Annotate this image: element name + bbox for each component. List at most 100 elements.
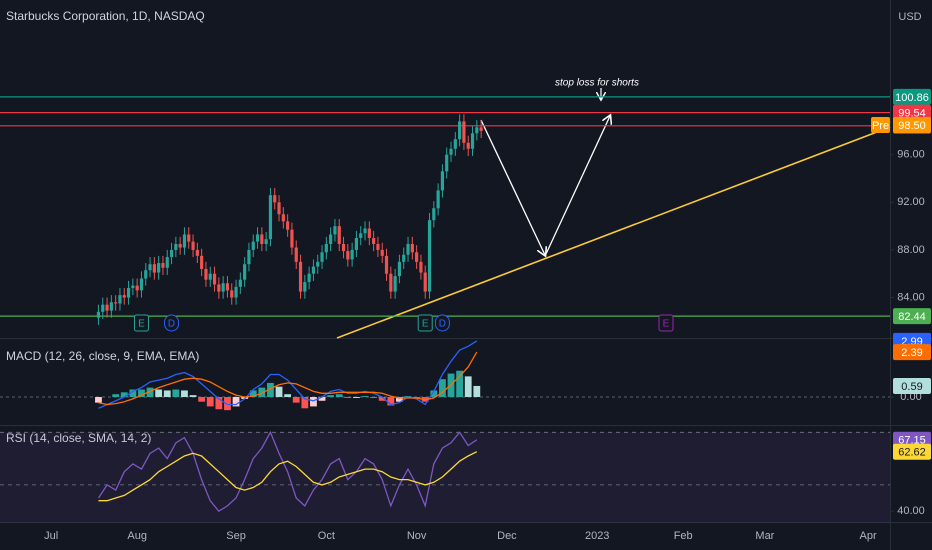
candle-body	[96, 311, 101, 318]
candle-body	[333, 226, 337, 235]
histogram-bar	[129, 389, 137, 398]
candle-body	[311, 266, 316, 274]
histogram-bar	[95, 397, 102, 403]
last-value-label: 0.59	[901, 381, 922, 393]
candle-body	[436, 190, 440, 209]
candle-body	[449, 148, 453, 155]
x-tick-label: Aug	[127, 530, 147, 542]
candle-body	[178, 243, 182, 248]
histogram-bar	[155, 389, 163, 398]
candle-body	[101, 304, 105, 312]
y-tick-label: 84.00	[897, 291, 925, 303]
candle-body	[152, 264, 156, 273]
histogram-bar	[206, 397, 214, 407]
histogram-bar	[198, 397, 206, 402]
rsi-title: RSI (14, close, SMA, 14, 2)	[6, 431, 151, 445]
candle-body	[273, 195, 277, 203]
rsi-band	[0, 432, 890, 523]
x-tick-label: Jul	[44, 530, 58, 542]
candle-body	[204, 268, 208, 280]
histogram-bar	[353, 397, 360, 398]
candle-body	[144, 270, 148, 279]
indicator-line	[98, 451, 478, 502]
y-tick-label: 92.00	[897, 196, 925, 208]
histogram-bar	[232, 397, 240, 407]
histogram-bar	[120, 392, 128, 398]
candle-body	[221, 283, 225, 292]
currency-label: USD	[898, 11, 921, 23]
event-label: E	[663, 319, 670, 330]
histogram-bar	[172, 389, 180, 398]
macd-title: MACD (12, 26, close, 9, EMA, EMA)	[6, 349, 199, 363]
histogram-bar	[327, 395, 335, 398]
event-label: D	[439, 319, 446, 330]
x-tick-label: Dec	[497, 530, 517, 542]
histogram-bar	[112, 394, 120, 398]
candle-body	[363, 228, 367, 234]
event-badge	[417, 314, 433, 332]
histogram-bar	[301, 397, 309, 409]
candle-body	[217, 284, 221, 292]
last-value-label-bg	[893, 344, 931, 361]
candle-body	[419, 261, 423, 273]
candle-body	[462, 121, 466, 143]
candle-body	[290, 229, 294, 248]
candle-body	[126, 288, 131, 298]
event-label: E	[138, 319, 145, 330]
histogram-bar	[163, 390, 171, 398]
y-tick-label: 88.00	[897, 244, 925, 256]
candle-body	[303, 282, 307, 292]
candle-body	[445, 154, 449, 172]
price-level-label-bg	[893, 104, 931, 121]
candle-body	[286, 221, 290, 230]
candle-body	[182, 234, 187, 248]
histogram-bar	[387, 397, 395, 406]
histogram-bar	[310, 397, 317, 407]
candle-body	[122, 295, 126, 298]
candle-body	[359, 233, 363, 239]
candle-body	[139, 278, 144, 291]
premarket-label: 98.50	[898, 120, 926, 132]
last-value-label: 62.62	[898, 447, 926, 459]
candle-body	[238, 279, 242, 287]
x-tick-label: Apr	[860, 530, 877, 542]
candle-body	[346, 251, 350, 260]
candle-body	[264, 239, 268, 244]
candle-body	[169, 249, 174, 258]
x-tick-label: Sep	[226, 530, 246, 542]
macd-pane	[0, 340, 890, 411]
candle-body	[458, 121, 462, 140]
rsi-pane	[0, 430, 890, 523]
last-value-label-bg	[893, 377, 931, 394]
price-level-label: 100.86	[895, 92, 929, 104]
candle-body	[131, 285, 135, 289]
candle-body	[157, 263, 161, 273]
histogram-bar	[361, 396, 369, 398]
candle-body	[479, 127, 483, 131]
candle-body	[243, 264, 247, 280]
candle-body	[165, 257, 169, 268]
candle-body	[298, 261, 303, 292]
annotation: stop loss for shorts	[555, 78, 639, 89]
histogram-bar	[378, 397, 386, 401]
y-tick-label: 96.00	[897, 149, 925, 161]
histogram-bar	[396, 397, 403, 402]
candle-body	[440, 171, 445, 191]
histogram-bar	[215, 397, 223, 410]
candle-body	[307, 273, 311, 283]
candle-body	[384, 255, 389, 274]
histogram-bar	[189, 395, 197, 398]
histogram-bar	[138, 389, 145, 398]
histogram-bar	[258, 387, 266, 398]
candle-body	[195, 249, 199, 256]
candle-body	[255, 234, 260, 242]
candle-body	[187, 234, 191, 242]
histogram-bar	[224, 397, 231, 411]
candle-body	[114, 302, 118, 304]
event-badge	[658, 314, 674, 332]
candle-body	[118, 295, 122, 304]
candle-body	[135, 285, 139, 291]
event-badge	[434, 314, 450, 332]
